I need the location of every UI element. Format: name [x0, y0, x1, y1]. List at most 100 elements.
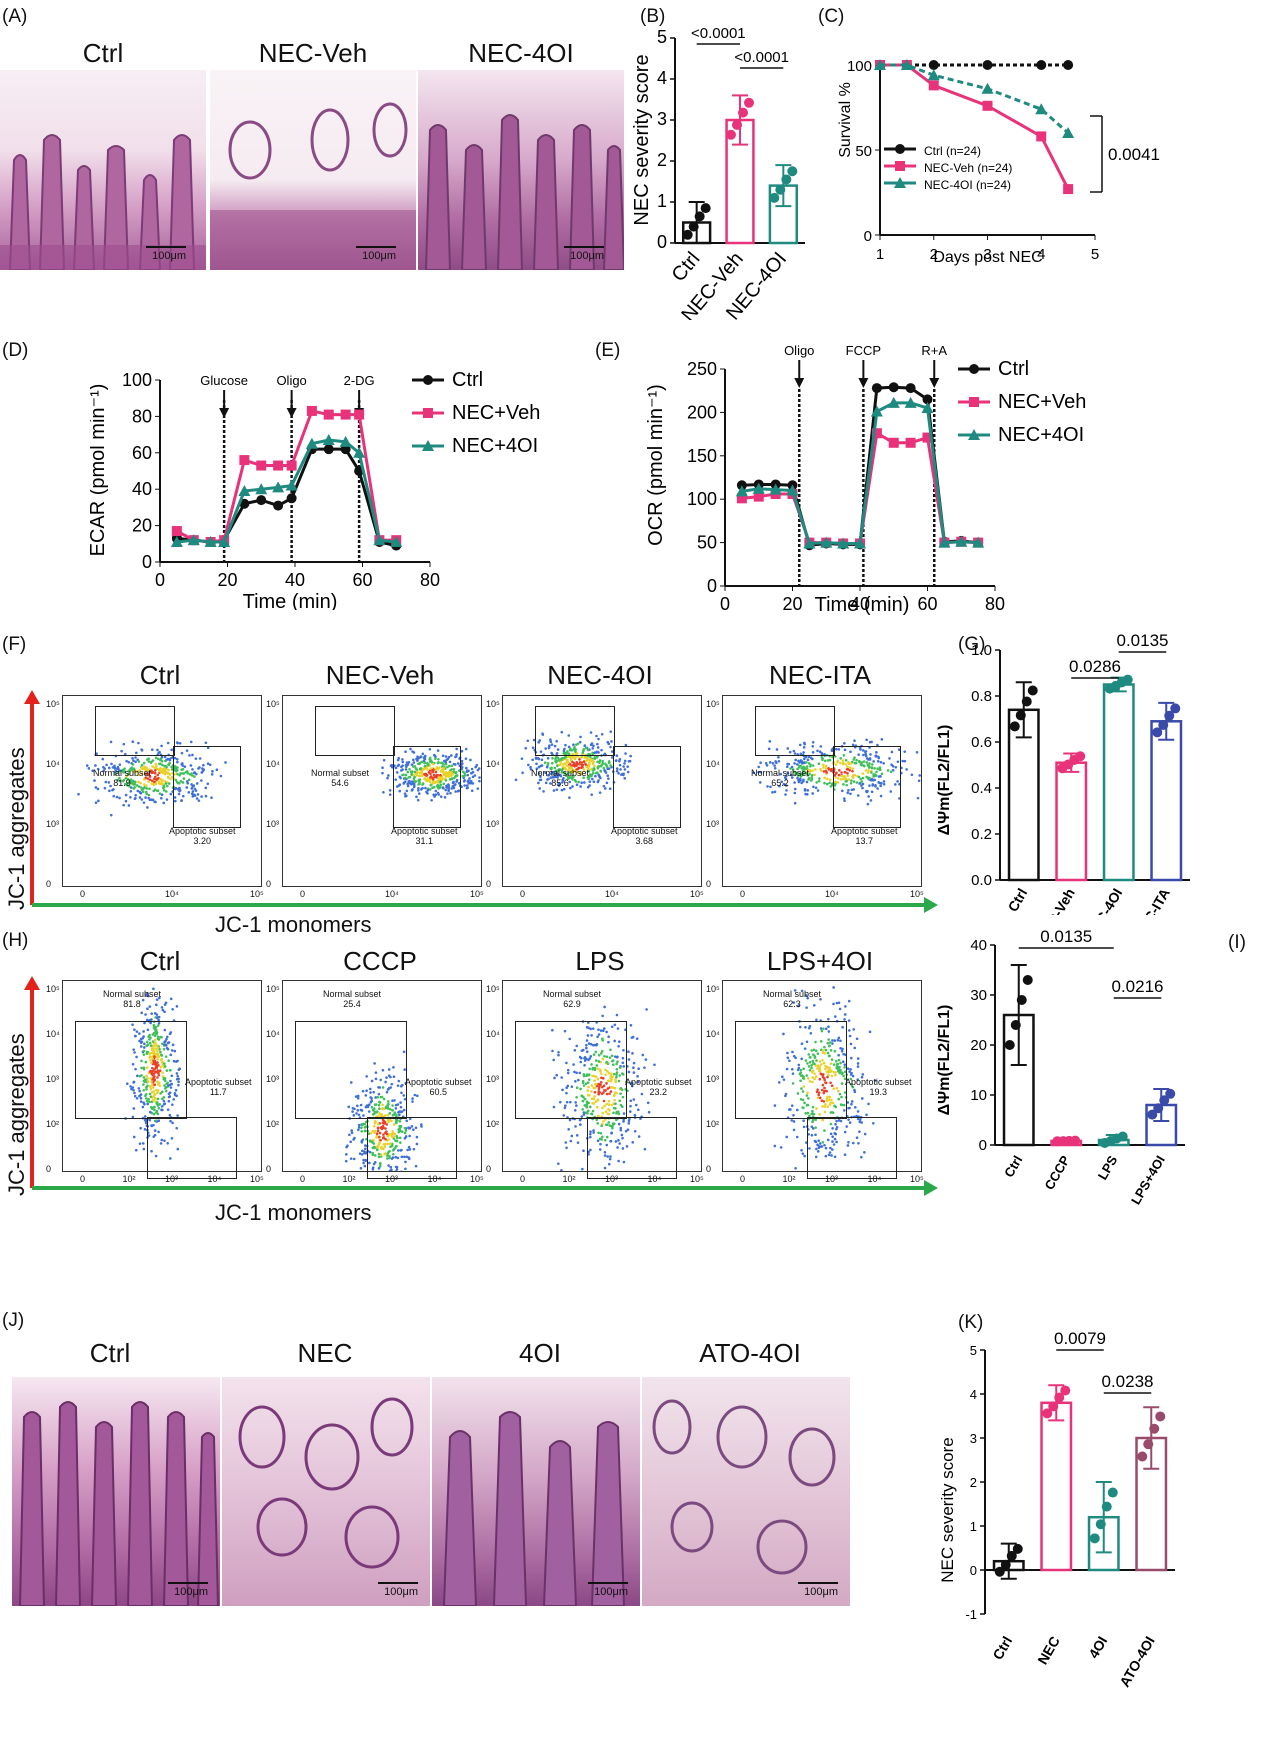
- event-dot: [867, 1102, 870, 1106]
- event-dot: [610, 1072, 613, 1075]
- series-line: [880, 63, 1070, 135]
- event-dot: [611, 1122, 615, 1125]
- apoptotic-subset-label: Apoptotic subset 19.3: [845, 1077, 912, 1097]
- event-dot: [841, 1060, 845, 1064]
- flow-x-tick: 0: [740, 889, 746, 899]
- event-dot: [621, 1095, 625, 1099]
- event-dot: [149, 1087, 153, 1091]
- event-dot: [799, 1068, 803, 1072]
- event-dot: [406, 782, 409, 786]
- event-dot: [841, 1047, 844, 1051]
- event-dot: [873, 778, 877, 782]
- event-dot: [791, 1072, 795, 1075]
- event-dot: [785, 1067, 789, 1071]
- event-dot: [626, 765, 629, 768]
- event-dot: [852, 780, 856, 783]
- event-dot: [575, 1095, 578, 1099]
- event-dot: [155, 778, 158, 782]
- event-dot: [173, 796, 177, 799]
- event-dot: [447, 787, 450, 791]
- event-dot: [830, 1074, 834, 1078]
- event-dot: [598, 759, 602, 762]
- event-dot: [855, 1037, 859, 1041]
- event-dot: [612, 1106, 616, 1110]
- event-dot: [563, 762, 567, 766]
- event-dot: [822, 1049, 825, 1052]
- apoptotic-subset-value: 3.68: [635, 836, 654, 846]
- event-dot: [144, 1094, 147, 1098]
- data-point: [871, 428, 882, 439]
- event-dot: [608, 1056, 612, 1059]
- event-dot: [206, 746, 210, 750]
- legend-label: NEC+Veh: [998, 391, 1086, 413]
- flow-y-tick: 10³: [266, 1074, 280, 1084]
- event-dot: [410, 1125, 414, 1128]
- event-dot: [356, 1109, 360, 1112]
- event-dot: [431, 782, 434, 785]
- event-dot: [818, 1113, 821, 1116]
- event-dot: [599, 1029, 603, 1032]
- event-dot: [153, 771, 157, 775]
- event-dot: [415, 1142, 419, 1146]
- flow-x-tick: 10²: [342, 1174, 356, 1184]
- flow-y-tick: 10³: [706, 819, 720, 829]
- event-dot: [144, 768, 148, 772]
- event-dot: [177, 1083, 180, 1087]
- event-dot: [826, 1105, 830, 1108]
- event-dot: [77, 792, 80, 796]
- event-dot: [847, 1141, 850, 1144]
- event-dot: [811, 744, 815, 748]
- normal-subset-value: 25.4: [343, 999, 361, 1009]
- event-dot: [144, 790, 148, 794]
- event-dot: [624, 1129, 628, 1133]
- event-dot: [806, 1062, 809, 1065]
- event-dot: [417, 789, 420, 792]
- event-dot: [845, 1125, 848, 1128]
- y-tick-label: 20: [132, 516, 152, 536]
- data-point: [1149, 1423, 1160, 1434]
- event-dot: [468, 777, 471, 780]
- normal-subset-value: 62.9: [563, 999, 581, 1009]
- event-dot: [384, 1080, 387, 1084]
- event-dot: [130, 766, 134, 770]
- event-dot: [165, 1037, 168, 1041]
- event-dot: [591, 1101, 594, 1105]
- event-dot: [903, 750, 906, 753]
- event-dot: [636, 1108, 640, 1112]
- event-dot: [410, 763, 414, 766]
- event-dot: [157, 1015, 161, 1019]
- event-dot: [413, 775, 416, 779]
- event-dot: [786, 771, 790, 775]
- event-dot: [811, 792, 814, 795]
- event-dot: [454, 783, 457, 786]
- scalebar-label: 100μm: [570, 250, 604, 262]
- apoptotic-subset-label: Apoptotic subset 13.7: [831, 826, 898, 846]
- event-dot: [876, 760, 880, 763]
- event-dot: [811, 1059, 815, 1063]
- event-dot: [431, 770, 435, 774]
- data-point: [738, 107, 748, 118]
- event-dot: [154, 1041, 157, 1045]
- data-point: [1152, 727, 1163, 738]
- y-tick-label: 2: [970, 1475, 977, 1490]
- event-dot: [632, 1098, 636, 1101]
- event-dot: [192, 771, 196, 775]
- x-tick-label: ATO-4OI: [1116, 1634, 1158, 1690]
- event-dot: [181, 762, 184, 765]
- event-dot: [146, 777, 150, 780]
- event-dot: [110, 762, 113, 766]
- event-dot: [169, 1068, 172, 1072]
- event-dot: [541, 732, 544, 736]
- event-dot: [441, 754, 445, 758]
- event-dot: [386, 1104, 389, 1107]
- event-dot: [608, 1157, 612, 1161]
- event-dot: [572, 756, 576, 759]
- event-dot: [835, 1119, 838, 1123]
- event-dot: [583, 1063, 586, 1067]
- event-dot: [376, 1129, 380, 1133]
- event-dot: [176, 1147, 180, 1151]
- event-dot: [162, 1095, 166, 1099]
- event-dot: [155, 1062, 158, 1065]
- data-point: [837, 537, 850, 549]
- event-dot: [829, 785, 833, 788]
